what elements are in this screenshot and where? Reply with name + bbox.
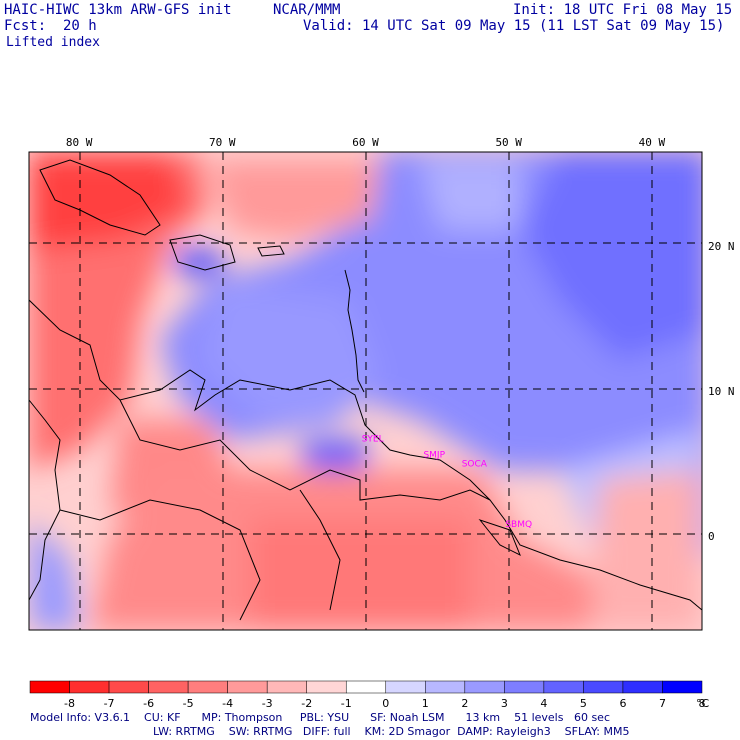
colorbar-swatch: [69, 680, 110, 694]
colorbar-tick-label: -7: [104, 697, 115, 710]
longitude-label: 70 W: [209, 136, 236, 149]
colorbar-tick-label: 3: [501, 697, 508, 710]
coastlines: [29, 159, 702, 621]
forecast-hour: Fcst: 20 h: [4, 18, 97, 34]
colorbar-tick-label: 1: [422, 697, 429, 710]
latitude-label: 20 N: [708, 240, 735, 253]
colorbar-tick-label: 8: [699, 697, 706, 710]
colorbar-swatch: [464, 680, 505, 694]
colorbar-tick-label: -6: [143, 697, 154, 710]
colorbar-tick-label: -4: [222, 697, 233, 710]
colorbar-swatch: [306, 680, 347, 694]
colorbar-swatch: [266, 680, 307, 694]
colorbar-unit: °C: [696, 697, 710, 710]
lifted-index-field: [29, 152, 702, 630]
colorbar-swatch: [385, 680, 426, 694]
latitude-labels: 20 N 10 N 0: [708, 240, 735, 543]
longitude-label: 60 W: [352, 136, 379, 149]
colorbar-swatch: [583, 680, 624, 694]
colorbar-tick-label: 2: [461, 697, 468, 710]
colorbar-swatch: [345, 680, 387, 694]
colorbar: [29, 680, 703, 694]
colorbar-tick-label: -8: [64, 697, 75, 710]
model-info-line2: LW: RRTMG SW: RRTMG DIFF: full KM: 2D Sm…: [153, 725, 630, 738]
longitude-label: 40 W: [639, 136, 666, 149]
colorbar-swatch: [543, 680, 584, 694]
latitude-label: 10 N: [708, 385, 735, 398]
map-frame: [28, 151, 703, 631]
longitude-labels: 80 W 70 W 60 W 50 W 40 W: [66, 136, 666, 149]
model-info-line1: Model Info: V3.6.1 CU: KF MP: Thompson P…: [30, 711, 610, 724]
station-labels: SYEL SMJP SOCA SBMQ: [362, 435, 532, 530]
colorbar-tick-label: 0: [382, 697, 389, 710]
colorbar-swatch: [108, 680, 149, 694]
colorbar-swatch: [662, 680, 703, 694]
institution: NCAR/MMM: [273, 2, 341, 18]
station-label: SOCA: [462, 459, 488, 469]
model-title: HAIC-HIWC 13km ARW-GFS init: [4, 2, 232, 18]
longitude-label: 80 W: [66, 136, 93, 149]
colorbar-swatch: [425, 680, 466, 694]
station-label: SYEL: [362, 435, 384, 445]
latitude-label: 0: [708, 530, 715, 543]
colorbar-tick-label: 7: [659, 697, 666, 710]
colorbar-swatch: [148, 680, 189, 694]
colorbar-ticks: -8 -7 -6 -5 -4 -3 -2 -1 0 1 2 3 4 5 6 7 8: [64, 697, 705, 710]
graticule: [29, 152, 702, 630]
colorbar-tick-label: -2: [301, 697, 312, 710]
init-time: Init: 18 UTC Fri 08 May 15: [513, 2, 733, 18]
colorbar-tick-label: -3: [262, 697, 273, 710]
colorbar-swatch: [29, 680, 70, 694]
valid-time: Valid: 14 UTC Sat 09 May 15 (11 LST Sat …: [303, 18, 725, 34]
field-name: Lifted index: [6, 35, 100, 50]
station-label: SBMQ: [505, 520, 532, 530]
colorbar-swatch: [504, 680, 545, 694]
colorbar-swatch: [622, 680, 663, 694]
colorbar-tick-label: 4: [540, 697, 547, 710]
colorbar-tick-label: 6: [619, 697, 626, 710]
longitude-label: 50 W: [495, 136, 522, 149]
colorbar-swatch: [187, 680, 228, 694]
colorbar-swatch: [227, 680, 268, 694]
colorbar-tick-label: 5: [580, 697, 587, 710]
station-label: SMJP: [423, 451, 445, 461]
colorbar-tick-label: -1: [341, 697, 352, 710]
colorbar-tick-label: -5: [183, 697, 194, 710]
